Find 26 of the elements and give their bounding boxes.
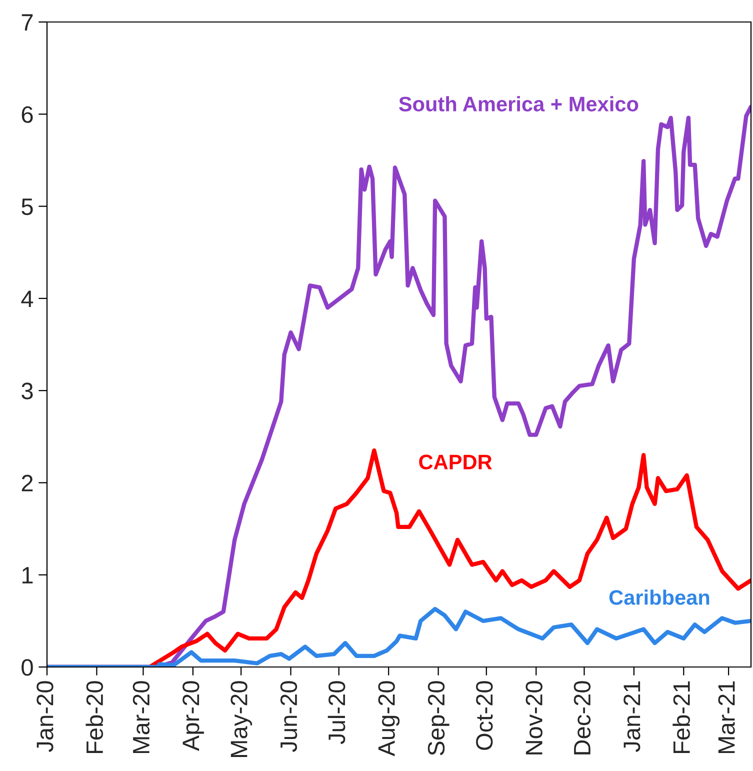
x-tick-label: Jan-20 [36, 681, 54, 752]
x-tick-label: Nov-20 [526, 681, 542, 754]
x-tick-label: Aug-20 [378, 681, 400, 756]
x-tick-label: Mar-20 [132, 681, 150, 754]
series-label: Caribbean [609, 590, 710, 605]
x-tick-label: Mar-21 [718, 681, 735, 754]
y-tick-label: 2 [22, 474, 33, 492]
x-tick-label: Dec-20 [574, 681, 591, 754]
series-label: CAPDR [419, 454, 492, 470]
x-tick-label: Oct-20 [476, 681, 493, 750]
y-tick-label: 7 [22, 14, 33, 31]
y-tick-label: 6 [22, 106, 33, 123]
y-tick-label: 3 [22, 382, 33, 400]
series-label: South America + Mexico [398, 96, 638, 112]
x-tick-label: Jul-20 [328, 681, 346, 744]
x-tick-label: May-20 [230, 681, 252, 757]
y-tick-label: 5 [22, 198, 33, 216]
x-tick-label: Sep-20 [428, 681, 450, 756]
x-tick-label: Feb-20 [86, 681, 104, 754]
x-tick-label: Apr-20 [182, 681, 204, 752]
x-tick-label: Feb-21 [672, 681, 690, 754]
y-tick-label: 4 [21, 290, 34, 307]
x-tick-label: Jan-21 [624, 681, 640, 752]
x-tick-label: Jun-20 [280, 681, 298, 752]
y-tick-label: 0 [22, 659, 33, 676]
y-tick-label: 1 [22, 567, 33, 584]
